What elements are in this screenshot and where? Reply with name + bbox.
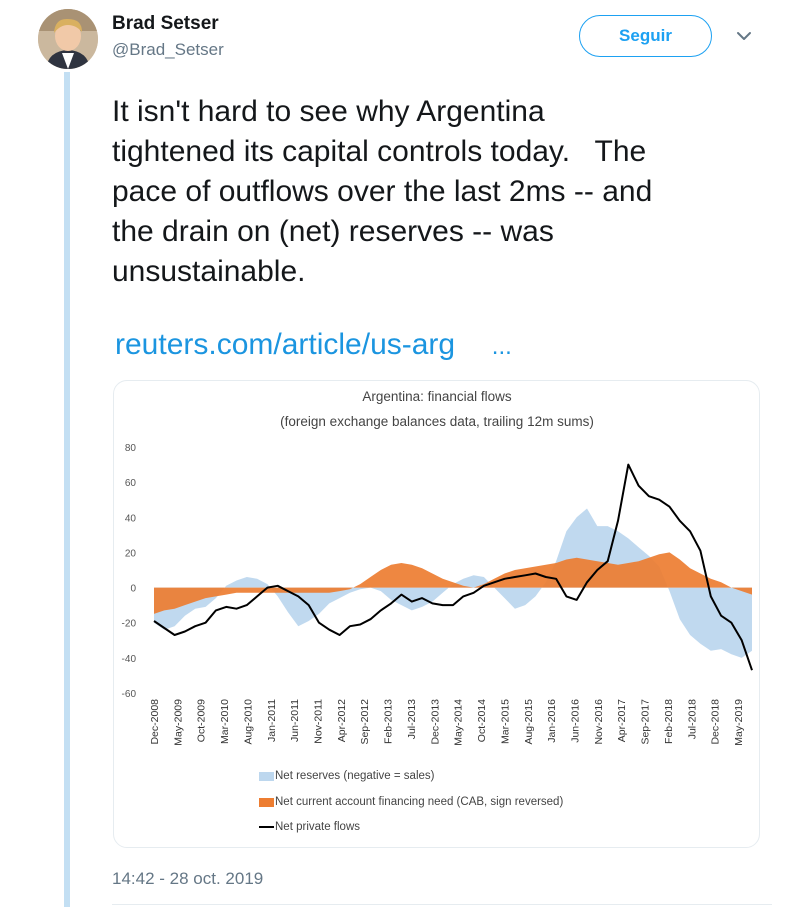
- y-tick-label: 40: [125, 513, 137, 524]
- x-tick-label: Apr-2017: [616, 699, 628, 742]
- author-name[interactable]: Brad Setser: [112, 13, 219, 34]
- profile-photo: [38, 9, 98, 69]
- x-tick-label: Oct-2009: [196, 699, 208, 742]
- chart-legend: Net reserves (negative = sales) Net curre…: [259, 770, 563, 833]
- x-tick-label: Jul-2018: [686, 699, 698, 739]
- plot-lines: [153, 463, 753, 671]
- x-axis: Dec-2008 May-2009 Oct-2009 Mar-2010 Aug-2010…: [149, 699, 745, 746]
- x-tick-label: Dec-2018: [710, 699, 722, 745]
- x-tick-label: Dec-2008: [149, 699, 161, 745]
- legend-swatch: [259, 798, 274, 807]
- plot-areas: [154, 508, 752, 658]
- legend-swatch: [259, 772, 274, 781]
- legend-label: Net reserves (negative = sales): [275, 770, 435, 782]
- tweet-text: It isn't hard to see why Argentina tight…: [112, 95, 653, 288]
- x-tick-label: May-2019: [733, 699, 745, 746]
- x-tick-label: Nov-2016: [593, 699, 605, 745]
- media-card[interactable]: Argentina: financial flows (foreign exch…: [113, 380, 760, 848]
- tweet-timestamp[interactable]: 14:42 - 28 oct. 2019: [112, 869, 264, 888]
- x-tick-label: Jun-2016: [570, 699, 582, 743]
- x-tick-label: Oct-2014: [476, 699, 488, 742]
- chart-title: Argentina: financial flows: [362, 389, 512, 404]
- link-text[interactable]: reuters.com/article/us-arg: [115, 328, 456, 361]
- chart: Argentina: financial flows (foreign exch…: [122, 389, 753, 833]
- x-tick-label: Aug-2010: [242, 699, 254, 745]
- series-area-0: [154, 508, 752, 658]
- x-tick-label: Sep-2012: [359, 699, 371, 745]
- y-tick-label: -60: [122, 689, 137, 700]
- y-tick-label: -20: [122, 619, 137, 630]
- y-tick-label: 0: [130, 584, 136, 595]
- x-tick-label: Jun-2011: [289, 699, 301, 742]
- y-tick-label: 20: [125, 548, 137, 559]
- x-tick-label: Feb-2018: [663, 699, 675, 744]
- y-axis: 80 60 40 20 0 -20 -40 -60: [122, 443, 137, 700]
- x-tick-label: Jan-2016: [546, 699, 558, 743]
- follow-button[interactable]: Seguir: [579, 15, 712, 57]
- x-tick-label: Mar-2015: [499, 699, 511, 744]
- x-tick-label: Jul-2013: [406, 699, 418, 739]
- author-handle[interactable]: @Brad_Setser: [112, 40, 224, 59]
- x-tick-label: Feb-2013: [383, 699, 395, 744]
- y-tick-label: -40: [122, 654, 137, 665]
- series-area-1: [154, 552, 752, 614]
- x-tick-label: May-2014: [453, 699, 465, 746]
- x-tick-label: Dec-2013: [429, 699, 441, 745]
- chart-subtitle: (foreign exchange balances data, trailin…: [280, 414, 594, 429]
- y-tick-label: 80: [125, 443, 137, 454]
- legend-label: Net current account financing need (CAB,…: [275, 796, 563, 808]
- x-tick-label: Nov-2011: [313, 699, 325, 744]
- x-tick-label: Aug-2015: [523, 699, 535, 745]
- y-tick-label: 60: [125, 478, 137, 489]
- x-tick-label: May-2009: [172, 699, 184, 746]
- series-line: [153, 463, 753, 671]
- x-tick-label: Mar-2010: [219, 699, 231, 744]
- thread-line: [64, 72, 70, 907]
- x-tick-label: Apr-2012: [336, 699, 348, 742]
- divider: [112, 904, 772, 905]
- x-tick-label: Jan-2011: [266, 699, 278, 742]
- article-link[interactable]: reuters.com/article/us-arg ...: [115, 328, 512, 362]
- avatar[interactable]: [38, 9, 98, 69]
- legend-label: Net private flows: [275, 821, 360, 833]
- link-ellipsis[interactable]: ...: [491, 333, 512, 360]
- chevron-down-icon[interactable]: [735, 27, 753, 45]
- x-tick-label: Sep-2017: [640, 699, 652, 745]
